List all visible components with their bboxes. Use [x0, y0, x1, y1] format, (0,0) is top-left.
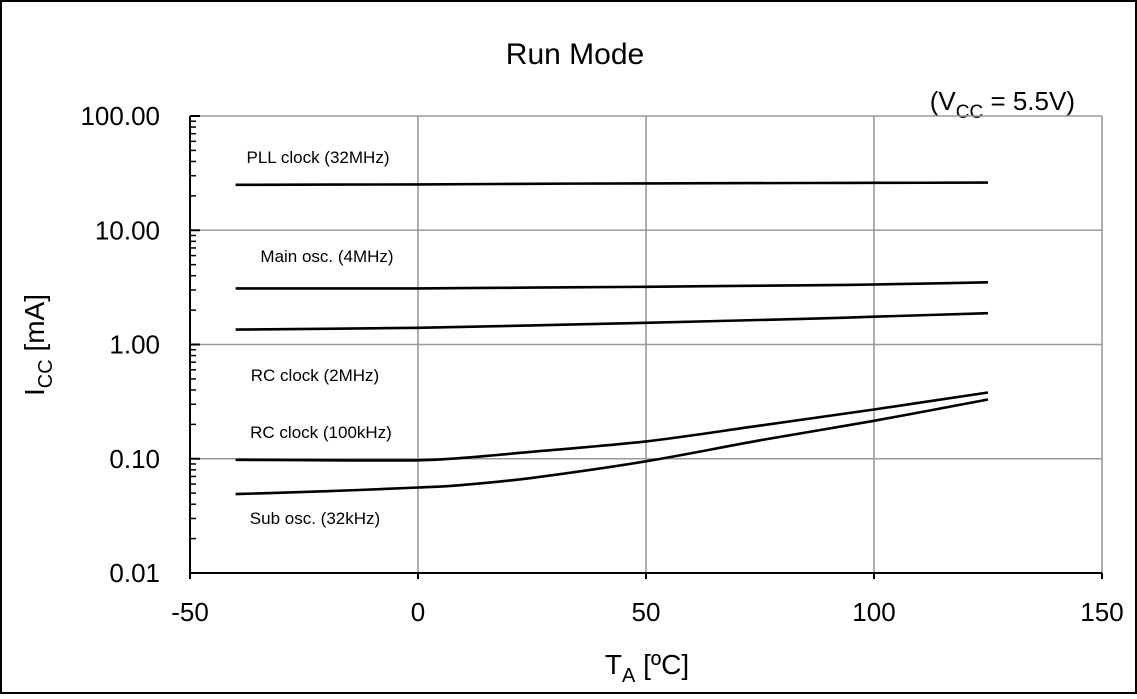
condition-subscript: CC: [956, 102, 983, 123]
y-axis-label-sub: CC: [35, 359, 57, 388]
series-label-main-osc: Main osc. (4MHz): [260, 247, 393, 266]
y-tick-label: 100.00: [80, 101, 160, 131]
y-tick-label: 0.01: [109, 558, 160, 588]
x-tick-label: -50: [171, 597, 209, 627]
x-tick-label: 50: [632, 597, 661, 627]
condition-suffix: = 5.5V): [983, 86, 1075, 116]
series-label-layer: PLL clock (32MHz) Main osc. (4MHz) RC cloc…: [247, 148, 394, 528]
series-line-rc-clock-2mhz: [235, 311, 989, 331]
y-tick-label: 1.00: [109, 330, 160, 360]
x-tick-label: 100: [852, 597, 895, 627]
chart-title: Run Mode: [506, 38, 644, 71]
series-label-rc-clock-2mhz: RC clock (2MHz): [251, 366, 379, 385]
series-label-rc-clock-100khz: RC clock (100kHz): [250, 423, 392, 442]
tick-label-layer: 0.01 0.10 1.00 10.00 100.00 -50 0 50 100 150: [80, 101, 1123, 627]
series-line-pll-clock: [235, 181, 989, 187]
axis-layer: [189, 115, 1103, 579]
series-layer: [235, 181, 989, 496]
series-label-pll-clock: PLL clock (32MHz): [247, 148, 390, 167]
x-tick-label: 150: [1080, 597, 1123, 627]
x-axis-label-suffix: [ºC]: [635, 649, 689, 680]
x-axis-label: TA [ºC]: [605, 649, 689, 687]
y-tick-label: 10.00: [95, 215, 160, 245]
x-axis-label-main: T: [605, 649, 622, 680]
y-axis-label: ICC [mA]: [19, 294, 57, 396]
x-tick-label: 0: [411, 597, 425, 627]
series-line-sub-osc: [235, 398, 989, 496]
x-axis-label-sub: A: [622, 665, 636, 687]
y-tick-label: 0.10: [109, 444, 160, 474]
condition-annotation: (VCC = 5.5V): [930, 86, 1075, 123]
condition-prefix: (V: [930, 86, 957, 116]
series-line-rc-clock-100khz: [235, 391, 989, 462]
y-axis-label-suffix: [mA]: [19, 294, 50, 359]
series-label-sub-osc: Sub osc. (32kHz): [250, 509, 380, 528]
y-axis-label-main: I: [19, 388, 50, 396]
series-line-main-osc: [235, 281, 989, 290]
grid-layer: [190, 115, 1103, 573]
